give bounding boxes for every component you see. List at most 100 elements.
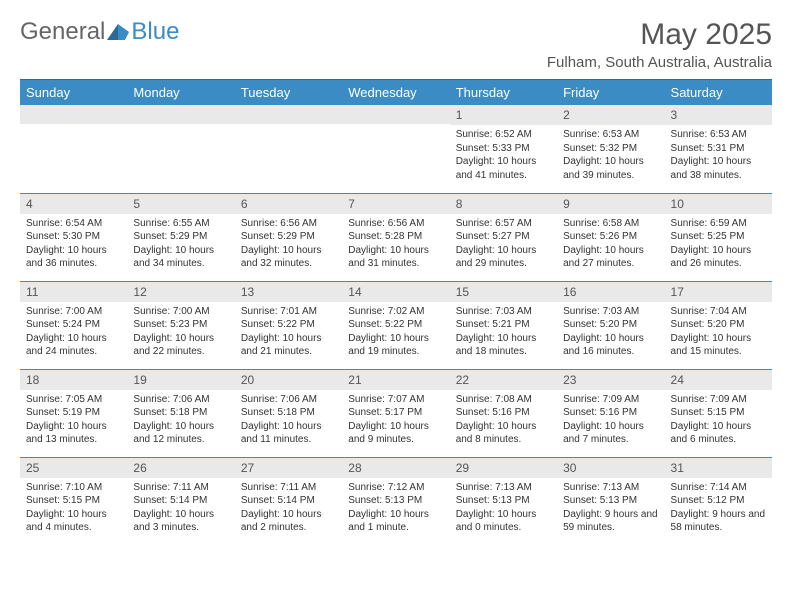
daylight-text: Daylight: 10 hours and 16 minutes. (563, 332, 658, 359)
calendar-cell: 9Sunrise: 6:58 AMSunset: 5:26 PMDaylight… (557, 193, 664, 281)
day-details: Sunrise: 7:13 AMSunset: 5:13 PMDaylight:… (557, 478, 664, 539)
day-number: 20 (235, 370, 342, 390)
calendar-cell: 18Sunrise: 7:05 AMSunset: 5:19 PMDayligh… (20, 369, 127, 457)
day-details: Sunrise: 7:11 AMSunset: 5:14 PMDaylight:… (127, 478, 234, 539)
calendar-week-row: 1 Sunrise: 6:52 AMSunset: 5:33 PM Daylight… (20, 105, 772, 193)
day-details: Sunrise: 7:04 AMSunset: 5:20 PMDaylight:… (665, 302, 772, 363)
daylight-text: Daylight: 10 hours and 24 minutes. (26, 332, 121, 359)
day-details: Sunrise: 6:55 AMSunset: 5:29 PMDaylight:… (127, 214, 234, 275)
daylight-text: Daylight: 10 hours and 36 minutes. (26, 244, 121, 271)
calendar-cell: 6Sunrise: 6:56 AMSunset: 5:29 PMDaylight… (235, 193, 342, 281)
sunrise-text: Sunrise: 6:53 AM (671, 128, 766, 142)
calendar-cell: 11Sunrise: 7:00 AMSunset: 5:24 PMDayligh… (20, 281, 127, 369)
calendar-week-row: 11Sunrise: 7:00 AMSunset: 5:24 PMDayligh… (20, 281, 772, 369)
sunrise-text: Sunrise: 6:58 AM (563, 217, 658, 231)
daylight-text: Daylight: 9 hours and 58 minutes. (671, 508, 766, 535)
day-number: 17 (665, 282, 772, 302)
daylight-text: Daylight: 10 hours and 39 minutes. (563, 155, 658, 182)
sunset-text: Sunset: 5:20 PM (563, 318, 658, 332)
sunrise-text: Sunrise: 6:52 AM (456, 128, 551, 142)
logo-text-general: General (20, 18, 105, 46)
calendar-cell: 10Sunrise: 6:59 AMSunset: 5:25 PMDayligh… (665, 193, 772, 281)
sunset-text: Sunset: 5:33 PM (456, 142, 551, 156)
day-details: Sunrise: 7:13 AMSunset: 5:13 PMDaylight:… (450, 478, 557, 539)
calendar-cell: 12Sunrise: 7:00 AMSunset: 5:23 PMDayligh… (127, 281, 234, 369)
daylight-text: Daylight: 10 hours and 31 minutes. (348, 244, 443, 271)
weekday-header: Tuesday (235, 80, 342, 106)
calendar-cell (20, 105, 127, 193)
day-number (127, 105, 234, 124)
calendar-cell (342, 105, 449, 193)
daylight-text: Daylight: 9 hours and 59 minutes. (563, 508, 658, 535)
calendar-cell: 26Sunrise: 7:11 AMSunset: 5:14 PMDayligh… (127, 457, 234, 545)
daylight-text: Daylight: 10 hours and 6 minutes. (671, 420, 766, 447)
calendar-cell: 13Sunrise: 7:01 AMSunset: 5:22 PMDayligh… (235, 281, 342, 369)
sunrise-text: Sunrise: 6:53 AM (563, 128, 658, 142)
day-details: Sunrise: 7:07 AMSunset: 5:17 PMDaylight:… (342, 390, 449, 451)
day-details: Sunrise: 7:06 AMSunset: 5:18 PMDaylight:… (235, 390, 342, 451)
calendar-cell: 15Sunrise: 7:03 AMSunset: 5:21 PMDayligh… (450, 281, 557, 369)
day-details: Sunrise: 6:53 AMSunset: 5:31 PMDaylight:… (665, 125, 772, 186)
day-number: 18 (20, 370, 127, 390)
sunrise-text: Sunrise: 7:06 AM (133, 393, 228, 407)
day-details: Sunrise: 7:11 AMSunset: 5:14 PMDaylight:… (235, 478, 342, 539)
daylight-text: Daylight: 10 hours and 34 minutes. (133, 244, 228, 271)
day-number: 3 (665, 105, 772, 125)
day-number: 8 (450, 194, 557, 214)
sunset-text: Sunset: 5:28 PM (348, 230, 443, 244)
calendar-cell: 19Sunrise: 7:06 AMSunset: 5:18 PMDayligh… (127, 369, 234, 457)
day-number: 12 (127, 282, 234, 302)
calendar-cell: 28Sunrise: 7:12 AMSunset: 5:13 PMDayligh… (342, 457, 449, 545)
day-number: 16 (557, 282, 664, 302)
daylight-text: Daylight: 10 hours and 3 minutes. (133, 508, 228, 535)
day-number: 1 (450, 105, 557, 125)
sunrise-text: Sunrise: 7:02 AM (348, 305, 443, 319)
sunrise-text: Sunrise: 7:10 AM (26, 481, 121, 495)
calendar-cell: 17Sunrise: 7:04 AMSunset: 5:20 PMDayligh… (665, 281, 772, 369)
day-number (20, 105, 127, 124)
day-details: Sunrise: 6:56 AMSunset: 5:28 PMDaylight:… (342, 214, 449, 275)
calendar-cell: 2Sunrise: 6:53 AMSunset: 5:32 PMDaylight… (557, 105, 664, 193)
sunset-text: Sunset: 5:12 PM (671, 494, 766, 508)
day-number: 30 (557, 458, 664, 478)
day-number: 11 (20, 282, 127, 302)
day-details: Sunrise: 7:03 AMSunset: 5:21 PMDaylight:… (450, 302, 557, 363)
day-number: 28 (342, 458, 449, 478)
calendar-cell: 16Sunrise: 7:03 AMSunset: 5:20 PMDayligh… (557, 281, 664, 369)
sunrise-text: Sunrise: 6:59 AM (671, 217, 766, 231)
daylight-text: Daylight: 10 hours and 32 minutes. (241, 244, 336, 271)
calendar-cell: 22Sunrise: 7:08 AMSunset: 5:16 PMDayligh… (450, 369, 557, 457)
day-details: Sunrise: 7:01 AMSunset: 5:22 PMDaylight:… (235, 302, 342, 363)
sunset-text: Sunset: 5:19 PM (26, 406, 121, 420)
daylight-text: Daylight: 10 hours and 12 minutes. (133, 420, 228, 447)
calendar-cell: 5Sunrise: 6:55 AMSunset: 5:29 PMDaylight… (127, 193, 234, 281)
day-number (342, 105, 449, 124)
sunset-text: Sunset: 5:13 PM (563, 494, 658, 508)
daylight-text: Daylight: 10 hours and 18 minutes. (456, 332, 551, 359)
sunrise-text: Sunrise: 7:09 AM (563, 393, 658, 407)
day-details: Sunrise: 7:09 AMSunset: 5:15 PMDaylight:… (665, 390, 772, 451)
weekday-header: Wednesday (342, 80, 449, 106)
sunset-text: Sunset: 5:30 PM (26, 230, 121, 244)
day-number: 15 (450, 282, 557, 302)
sunrise-text: Sunrise: 6:56 AM (241, 217, 336, 231)
calendar-cell: 23Sunrise: 7:09 AMSunset: 5:16 PMDayligh… (557, 369, 664, 457)
day-number: 22 (450, 370, 557, 390)
day-number: 19 (127, 370, 234, 390)
day-number: 31 (665, 458, 772, 478)
daylight-text: Daylight: 10 hours and 15 minutes. (671, 332, 766, 359)
sunrise-text: Sunrise: 7:06 AM (241, 393, 336, 407)
calendar-week-row: 18Sunrise: 7:05 AMSunset: 5:19 PMDayligh… (20, 369, 772, 457)
location-text: Fulham, South Australia, Australia (547, 54, 772, 71)
daylight-text: Daylight: 10 hours and 13 minutes. (26, 420, 121, 447)
sunset-text: Sunset: 5:22 PM (241, 318, 336, 332)
sunrise-text: Sunrise: 7:09 AM (671, 393, 766, 407)
calendar-cell: 1Sunrise: 6:52 AMSunset: 5:33 PMDaylight… (450, 105, 557, 193)
sunrise-text: Sunrise: 7:04 AM (671, 305, 766, 319)
day-number: 13 (235, 282, 342, 302)
daylight-text: Daylight: 10 hours and 2 minutes. (241, 508, 336, 535)
day-details: Sunrise: 7:12 AMSunset: 5:13 PMDaylight:… (342, 478, 449, 539)
calendar-week-row: 25Sunrise: 7:10 AMSunset: 5:15 PMDayligh… (20, 457, 772, 545)
day-details: Sunrise: 7:06 AMSunset: 5:18 PMDaylight:… (127, 390, 234, 451)
day-details: Sunrise: 7:14 AMSunset: 5:12 PMDaylight:… (665, 478, 772, 539)
